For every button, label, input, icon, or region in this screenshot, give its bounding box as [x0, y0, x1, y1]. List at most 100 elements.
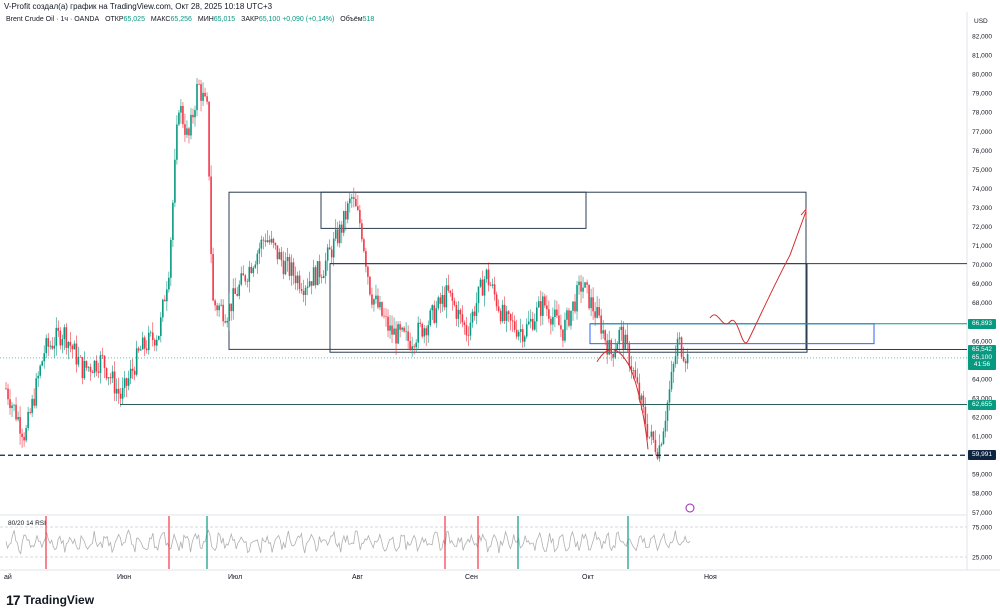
candle-body [334, 229, 337, 239]
candle-body [322, 275, 325, 279]
candle-body [377, 295, 379, 308]
candle-body [324, 260, 327, 276]
candle-body [125, 378, 128, 386]
candle-body [39, 365, 41, 376]
candle-body [172, 202, 174, 240]
candle-body [570, 310, 572, 326]
candle-body [540, 301, 542, 316]
candle-body [208, 101, 210, 177]
candle-body [290, 262, 293, 276]
open-label: ОТКР [105, 16, 124, 23]
candle-body [447, 285, 450, 291]
y-tick-label: 79,000 [972, 91, 992, 98]
candle-body [588, 284, 590, 309]
candle-body [182, 105, 184, 125]
candle-body [612, 353, 615, 358]
candle-body [602, 330, 604, 334]
candle-body [168, 277, 170, 290]
candle-body [560, 325, 562, 330]
candle-body [674, 356, 677, 365]
candle-body [359, 209, 361, 224]
candle-body [445, 285, 448, 308]
candle-body [449, 290, 452, 293]
candle-body [646, 423, 649, 438]
candle-body [31, 398, 33, 413]
candle-body [660, 444, 663, 446]
candle-body [538, 301, 540, 308]
candle-body [379, 302, 381, 308]
candle-body [292, 262, 295, 276]
candle-body [425, 328, 428, 336]
candle-body [642, 395, 645, 407]
candle-body [652, 431, 655, 440]
candle-body [383, 315, 385, 317]
candle-body [155, 339, 158, 346]
tradingview-logo-text: TradingView [23, 593, 95, 607]
candle-body [192, 114, 194, 118]
y-tick-label: 82,000 [972, 34, 992, 41]
candle-body [644, 406, 647, 424]
candle-body [495, 294, 498, 307]
candle-body [672, 364, 675, 372]
candle-body [49, 345, 52, 347]
chart-attribution: V-Profit создал(а) график на TradingView… [4, 2, 273, 11]
candle-body [638, 382, 641, 400]
candle-body [256, 253, 259, 265]
tradingview-logo[interactable]: 17 TradingView [6, 592, 94, 608]
candle-body [598, 307, 600, 316]
candle-body [87, 366, 90, 368]
candle-body [27, 411, 29, 429]
candle-body [626, 334, 629, 344]
candle-body [240, 273, 243, 285]
candle-body [361, 223, 363, 240]
candle-body [544, 296, 546, 306]
candle-body [542, 296, 544, 316]
candle-body [433, 305, 436, 323]
candle-body [83, 361, 86, 379]
candle-body [481, 279, 484, 296]
candle-body [129, 368, 132, 379]
candle-body [610, 340, 612, 354]
currency-label[interactable]: USD [974, 18, 988, 25]
y-tick-label: 78,000 [972, 110, 992, 117]
candle-body [475, 303, 478, 316]
candle-body [550, 318, 552, 325]
candle-body [276, 245, 279, 260]
candle-body [137, 348, 140, 351]
candle-body [236, 293, 239, 296]
candle-body [381, 302, 383, 316]
candle-body [608, 340, 610, 355]
price-badge: 59,991 [968, 450, 996, 461]
candle-body [395, 328, 397, 344]
candle-body [85, 361, 88, 368]
candle-body [234, 288, 237, 294]
x-tick-label: Июл [228, 574, 243, 581]
candle-body [525, 324, 528, 337]
candle-body [363, 239, 365, 252]
candle-body [620, 326, 623, 330]
candle-body [73, 343, 76, 350]
forecast-path-down [596, 349, 649, 450]
symbol-name[interactable]: Brent Crude Oil · 1ч · OANDA [6, 16, 100, 23]
candle-body [465, 325, 468, 336]
candle-body [419, 322, 421, 324]
high-label: МАКС [150, 16, 171, 23]
symbol-legend: Brent Crude Oil · 1ч · OANDA ОТКР65,025 … [6, 16, 374, 23]
candle-body [210, 176, 212, 254]
candle-body [105, 368, 108, 379]
x-tick-label: Окт [582, 574, 594, 581]
tradingview-logo-icon: 17 [6, 592, 21, 608]
candle-body [310, 281, 313, 286]
candle-body [511, 320, 514, 322]
candle-body [260, 239, 263, 249]
y-tick-label: 63,000 [972, 395, 992, 402]
candle-body [578, 281, 580, 286]
y-tick-label: 68,000 [972, 300, 992, 307]
candle-body [431, 305, 434, 311]
candle-body [250, 266, 253, 274]
candle-body [166, 289, 168, 302]
candle-body [246, 281, 249, 283]
candle-body [429, 310, 432, 326]
price-badge: 65,100 [968, 352, 996, 363]
